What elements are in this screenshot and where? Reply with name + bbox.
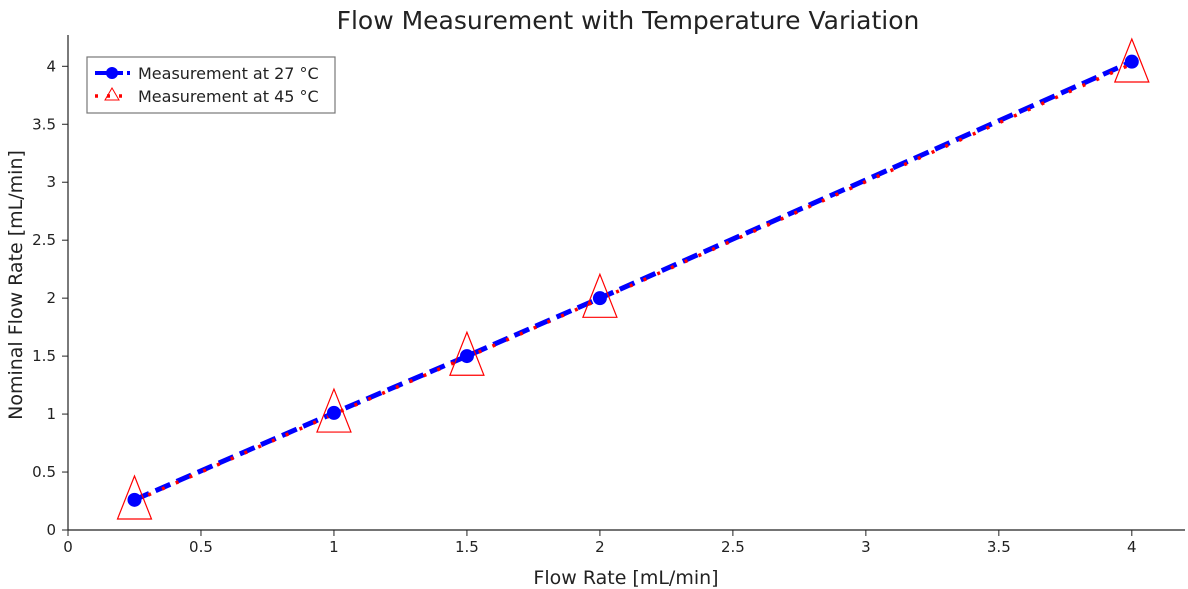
x-tick-label: 1 (329, 538, 339, 556)
x-tick-label: 2.5 (721, 538, 745, 556)
x-tick-label: 1.5 (455, 538, 479, 556)
x-tick-label: 0 (63, 538, 73, 556)
x-tick-label: 3 (861, 538, 871, 556)
data-point-45c (116, 474, 153, 520)
y-tick-label: 0 (46, 521, 56, 539)
data-point-27c (459, 349, 474, 364)
legend-label: Measurement at 27 °C (138, 64, 319, 83)
legend-triangle-marker (104, 87, 120, 101)
y-tick-label: 2 (46, 289, 56, 307)
y-tick-label: 4 (46, 57, 56, 75)
x-tick-label: 3.5 (987, 538, 1011, 556)
data-point-27c (1124, 54, 1139, 69)
x-tick-label: 0.5 (189, 538, 213, 556)
legend-circle-marker (106, 67, 118, 79)
chart-title: Flow Measurement with Temperature Variat… (337, 6, 920, 35)
data-point-45c (316, 387, 352, 433)
series-line-27c (133, 59, 1133, 503)
data-point-27c (592, 291, 607, 306)
data-point-45c (582, 272, 618, 318)
data-point-45c (1113, 37, 1150, 83)
data-point-45c (449, 330, 485, 376)
y-tick-label: 0.5 (32, 463, 56, 481)
legend-label: Measurement at 45 °C (138, 87, 319, 106)
data-point-27c (326, 405, 341, 420)
legend: Measurement at 27 °C Measurement at 45 °… (86, 56, 336, 114)
y-axis-label: Nominal Flow Rate [mL/min] (5, 150, 27, 420)
y-tick-label: 3 (46, 173, 56, 191)
y-tick-label: 1 (46, 405, 56, 423)
y-tick-label: 1.5 (32, 347, 56, 365)
data-point-27c (127, 492, 142, 507)
x-tick-label: 2 (595, 538, 605, 556)
y-tick-label: 3.5 (32, 115, 56, 133)
x-tick-label: 4 (1127, 538, 1137, 556)
y-tick-label: 2.5 (32, 231, 56, 249)
x-axis-label: Flow Rate [mL/min] (533, 567, 718, 589)
